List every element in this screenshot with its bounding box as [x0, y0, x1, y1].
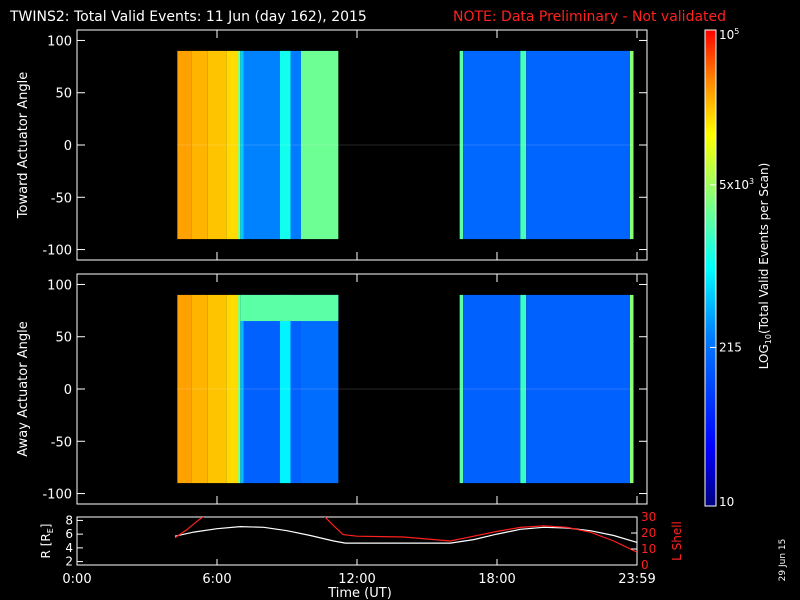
- x-tick-label: 18:00: [478, 572, 515, 587]
- bottom-ytick-left-label: 8: [65, 513, 73, 527]
- middle-heatmap-band: [240, 295, 338, 321]
- bottom-ytick-left-label: 2: [65, 555, 73, 569]
- colorbar-tick-label: 215: [719, 340, 742, 354]
- bottom-ytick-right-label: 20: [641, 526, 656, 540]
- colorbar: 10 215 5x103 105 LOG10(Total Valid Events p…: [705, 27, 773, 509]
- top-ytick-label: 100: [47, 34, 72, 49]
- x-axis-label: Time (UT): [327, 586, 392, 600]
- series-line-l-shell: [175, 514, 637, 552]
- middle-ytick-label: -100: [42, 488, 72, 503]
- middle-ytick-label: 100: [47, 278, 72, 293]
- colorbar-tick-label: 105: [719, 27, 739, 42]
- bottom-ytick-right-label: 10: [641, 542, 656, 556]
- x-tick-label: 0:00: [62, 572, 91, 587]
- colorbar-tick-label: 5x103: [719, 177, 754, 192]
- panel-middle: -100 -50 0 50 100 Away Actuator Angle: [16, 274, 647, 504]
- x-tick-label: 6:00: [202, 572, 231, 587]
- series-line-r: [175, 527, 637, 544]
- chart-note: NOTE: Data Preliminary - Not validated: [453, 9, 726, 25]
- chart-title: TWINS2: Total Valid Events: 11 Jun (day …: [9, 9, 367, 25]
- panel-bottom-ylabel-left: R [RE]: [39, 524, 55, 559]
- bottom-ytick-left-label: 4: [65, 541, 73, 555]
- middle-ytick-label: 50: [55, 331, 72, 346]
- panel-bottom-frame: [77, 517, 637, 565]
- panel-middle-ylabel: Away Actuator Angle: [16, 321, 31, 456]
- top-ytick-label: 0: [64, 139, 72, 154]
- bottom-ytick-left-label: 6: [65, 527, 73, 541]
- x-tick-label: 23:59: [618, 572, 655, 587]
- panel-top: -100 -50 0 50 100 Toward Actuator Angle: [16, 30, 647, 260]
- top-ytick-label: 50: [55, 87, 72, 102]
- top-ytick-label: -100: [42, 244, 72, 259]
- middle-ytick-label: 0: [64, 383, 72, 398]
- colorbar-label: LOG10(Total Valid Events per Scan): [757, 163, 773, 370]
- bottom-ytick-right-label: 30: [641, 510, 656, 524]
- top-ytick-label: -50: [51, 191, 72, 206]
- bottom-ytick-right-label: 0: [641, 558, 649, 572]
- colorbar-tick-label: 10: [719, 495, 734, 509]
- colorbar-gradient: [705, 30, 716, 506]
- x-tick-label: 12:00: [338, 572, 375, 587]
- middle-ytick-label: -50: [51, 435, 72, 450]
- panel-bottom-ylabel-right: L Shell: [670, 521, 684, 561]
- date-stamp: 29 Jun 15: [778, 539, 788, 582]
- panel-top-ylabel: Toward Actuator Angle: [16, 72, 31, 219]
